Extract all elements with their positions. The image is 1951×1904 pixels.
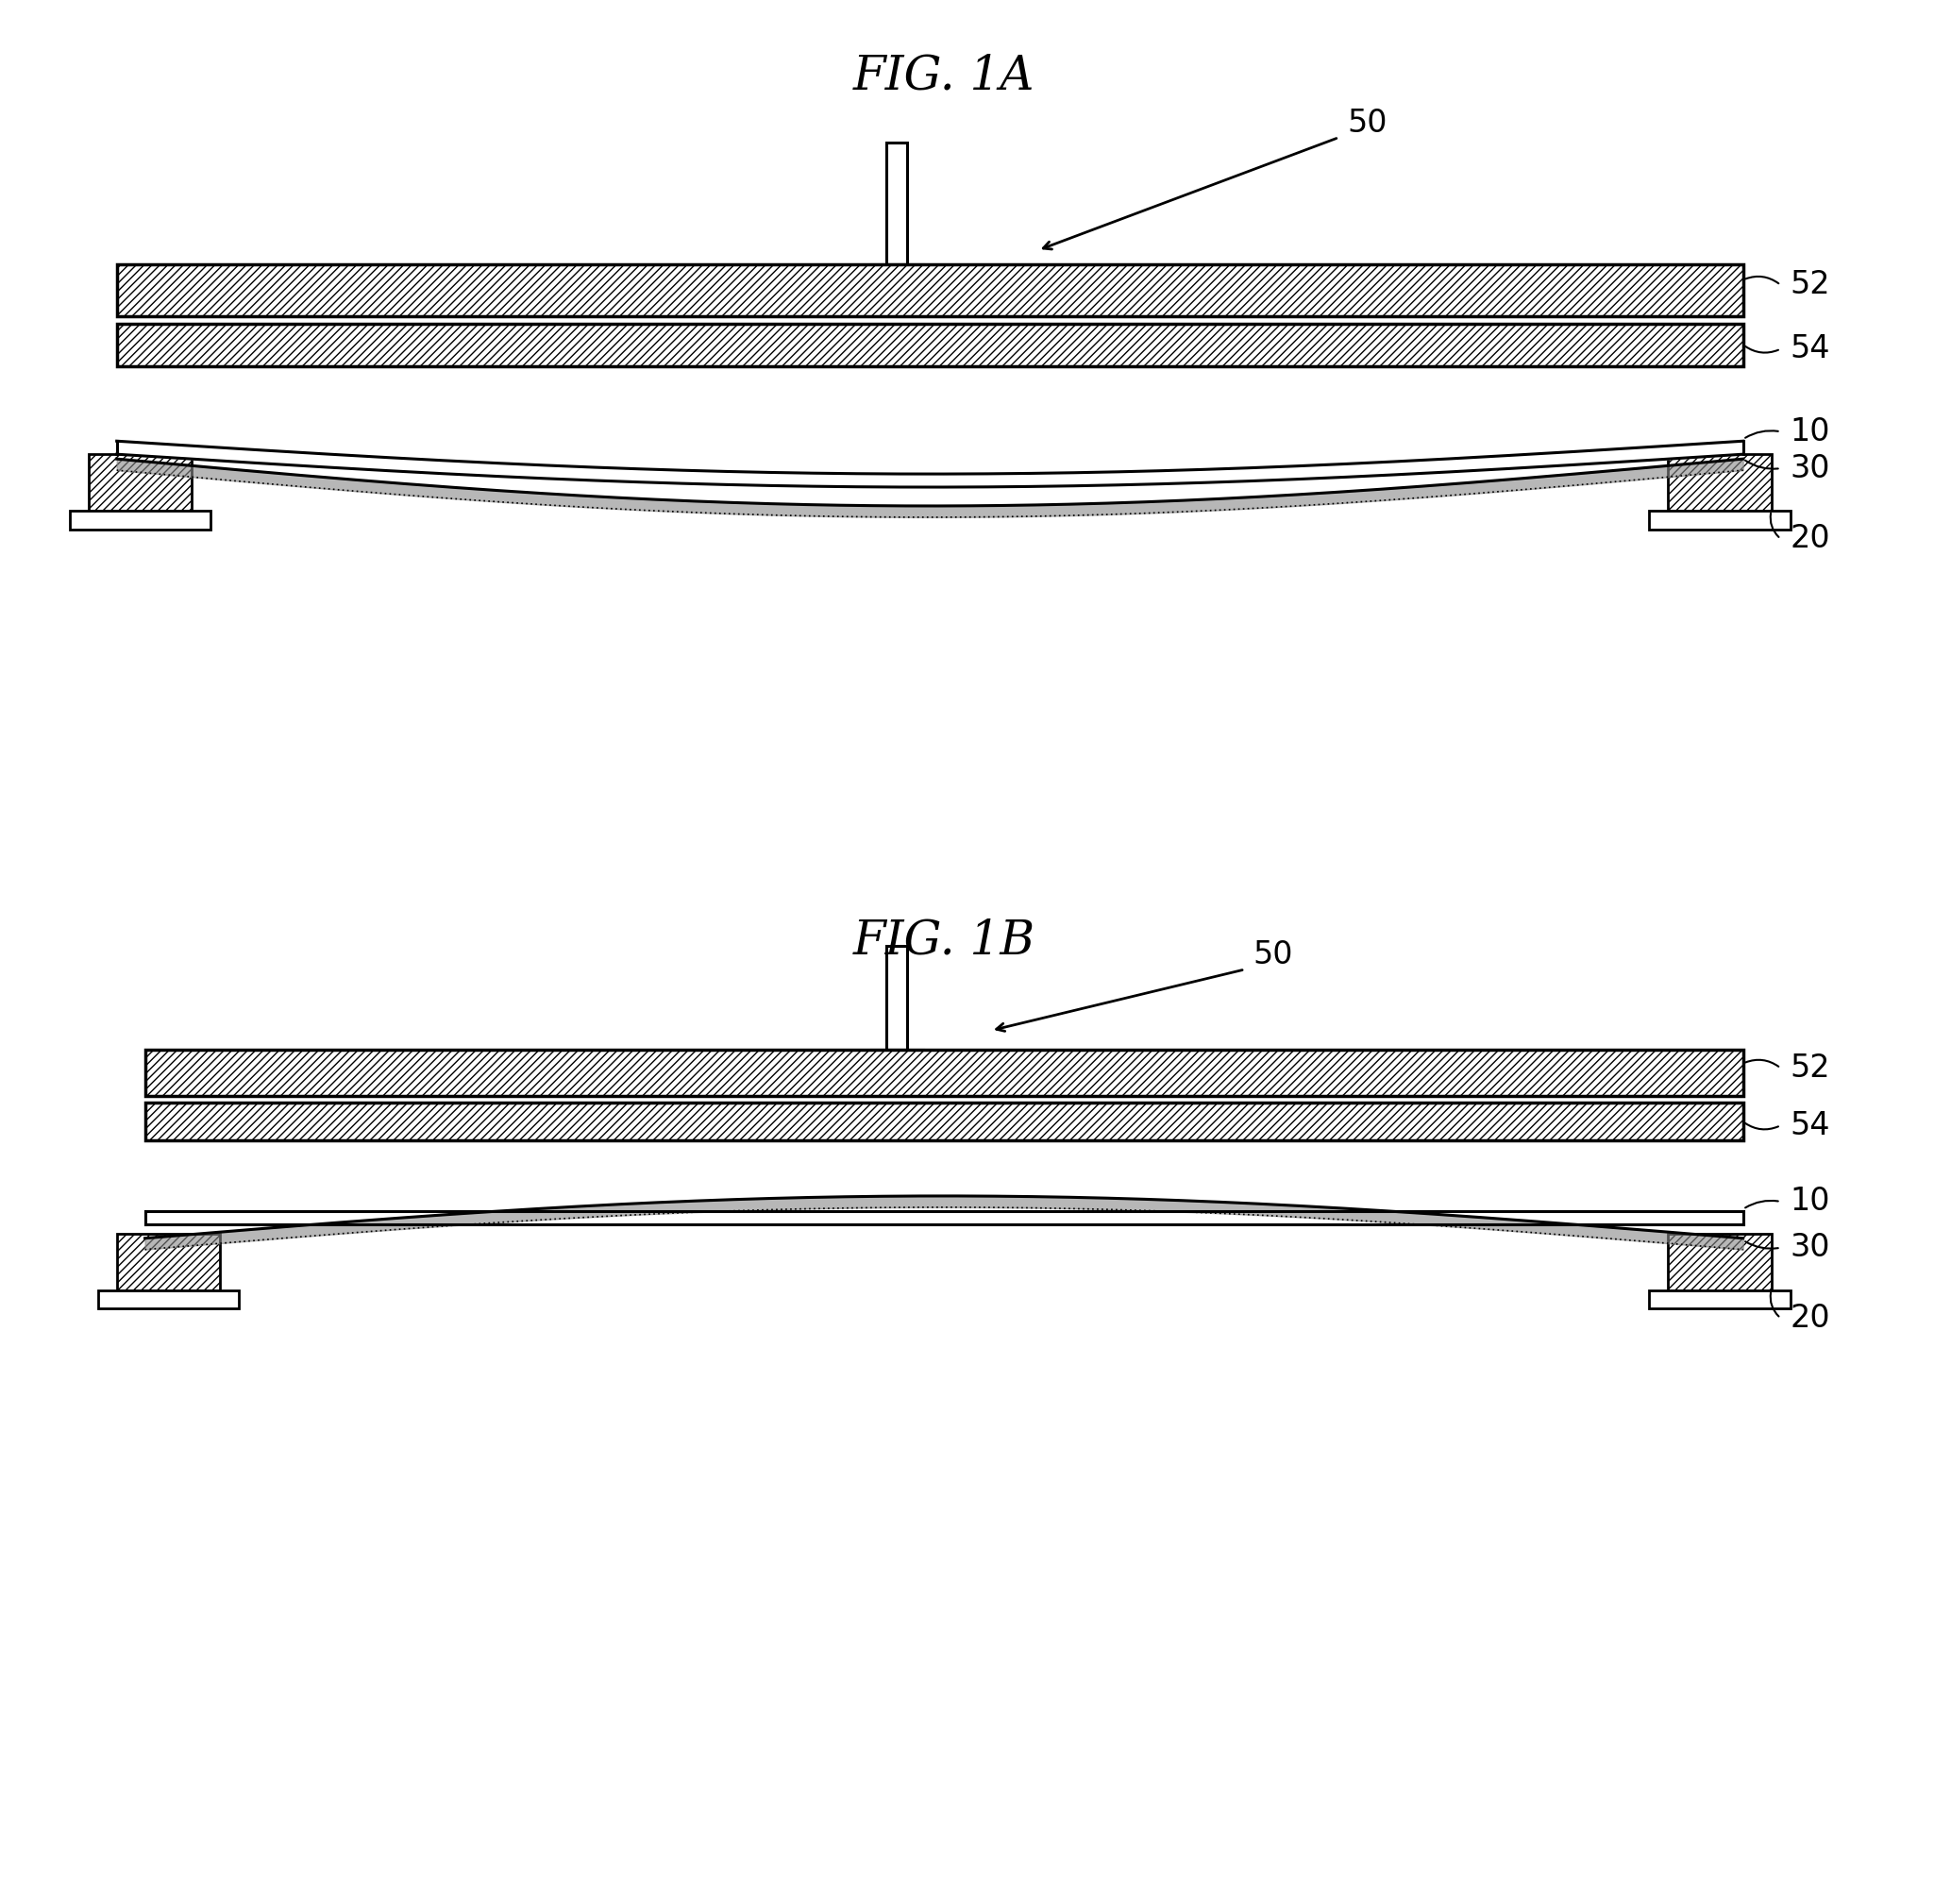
Text: 50: 50 (1346, 109, 1387, 139)
Bar (117, 265, 1742, 316)
Text: 10: 10 (1791, 1186, 1830, 1217)
Text: FIG. 1A: FIG. 1A (853, 53, 1034, 99)
Bar (70, 510, 211, 529)
Bar (886, 946, 907, 1049)
Text: FIG. 1B: FIG. 1B (853, 918, 1036, 965)
Bar (88, 455, 191, 510)
Text: 30: 30 (1791, 1232, 1830, 1262)
Bar (144, 1102, 1742, 1140)
Text: 52: 52 (1791, 1053, 1830, 1083)
Bar (98, 1289, 238, 1308)
Bar (144, 1049, 1742, 1097)
Bar (886, 143, 907, 265)
Bar (1668, 1234, 1772, 1289)
Text: 20: 20 (1791, 524, 1830, 554)
Bar (1668, 455, 1772, 510)
Text: 54: 54 (1791, 1110, 1830, 1140)
Text: 30: 30 (1791, 453, 1830, 484)
Text: 10: 10 (1791, 417, 1830, 447)
Text: 50: 50 (1253, 941, 1294, 971)
Bar (872, 1049, 923, 1064)
Bar (117, 324, 1742, 366)
Bar (1649, 510, 1791, 529)
Bar (117, 1234, 220, 1289)
Bar (1649, 1289, 1791, 1308)
Text: 54: 54 (1791, 333, 1830, 364)
Text: 52: 52 (1791, 270, 1830, 301)
Bar (872, 265, 923, 278)
Text: 20: 20 (1791, 1302, 1830, 1333)
